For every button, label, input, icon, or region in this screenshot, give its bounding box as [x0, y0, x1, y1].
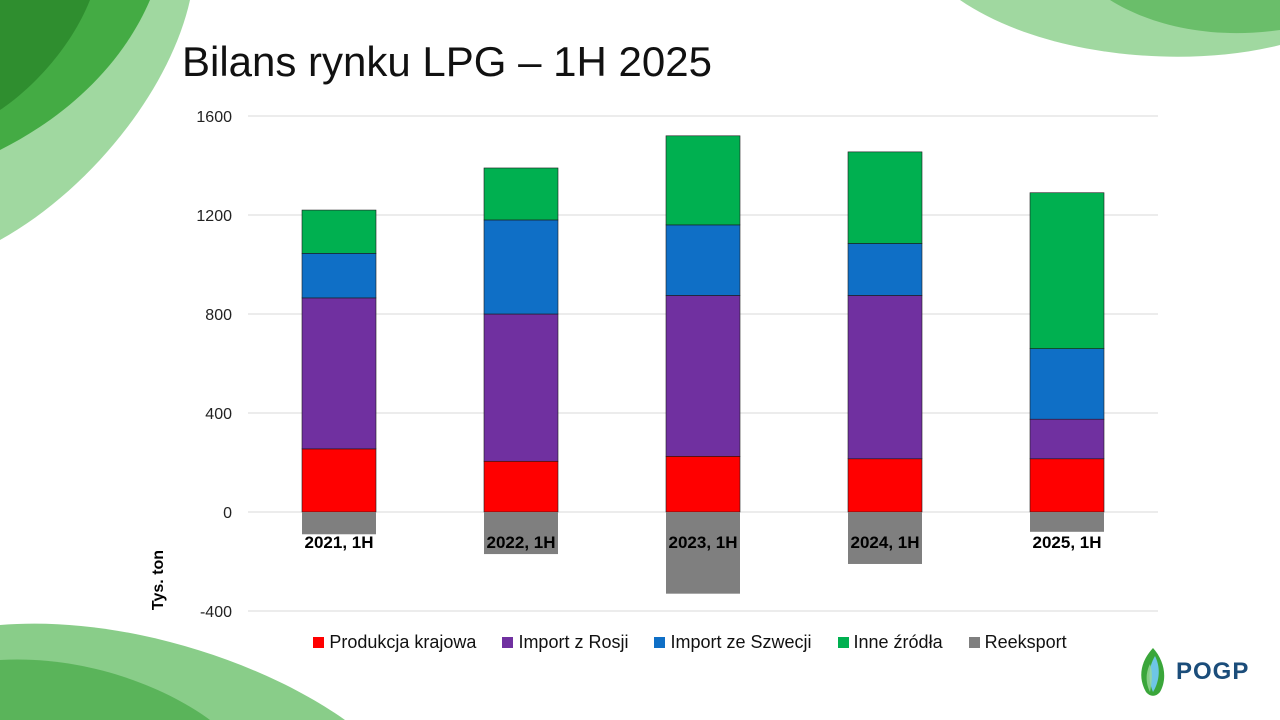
bar-segment [1029, 192, 1105, 349]
bar-segment [301, 253, 377, 299]
y-axis-ticks: -400 0 400 800 1200 1600 [196, 109, 232, 621]
legend-label: Reeksport [984, 632, 1067, 652]
slide-title: Bilans rynku LPG – 1H 2025 [182, 38, 712, 85]
bar-segment [665, 295, 741, 457]
legend-entry: Reeksport [968, 632, 1067, 653]
bar-segment [302, 512, 376, 535]
x-category-label: 2022, 1H [487, 533, 556, 552]
legend-entry: Produkcja krajowa [313, 632, 476, 653]
bar-segment [301, 448, 377, 513]
chart-bars [301, 135, 1105, 594]
chart-legend: Produkcja krajowa Import z Rosji Import ze… [0, 632, 1280, 653]
bar-segment [847, 458, 923, 513]
bar-segment [848, 512, 922, 564]
pogp-logo: POGP [1136, 646, 1249, 698]
legend-entry: Import ze Szwecji [654, 632, 812, 653]
bar-segment [847, 243, 923, 296]
bar-segment [665, 456, 741, 513]
bar-segment [484, 512, 558, 555]
legend-swatch [313, 637, 325, 648]
legend-swatch [502, 637, 514, 648]
bar-segment [483, 460, 559, 513]
bar-segment [301, 297, 377, 450]
legend-label: Import ze Szwecji [670, 632, 812, 652]
legend-entry: Import z Rosji [502, 632, 628, 653]
legend-swatch [837, 637, 849, 648]
legend-label: Inne źródła [853, 632, 943, 652]
legend-swatch [968, 637, 980, 648]
y-axis-label: Tys. ton [150, 550, 167, 610]
y-tick-label: 1600 [196, 109, 232, 126]
x-category-label: 2023, 1H [669, 533, 738, 552]
legend-entry: Inne źródła [837, 632, 943, 653]
x-category-label: 2025, 1H [1033, 533, 1102, 552]
bar-segment [847, 295, 923, 460]
bar-segment [483, 219, 559, 315]
bar-segment [301, 209, 377, 254]
bar-segment [665, 224, 741, 296]
legend-swatch [654, 637, 666, 648]
x-axis-labels: 2021, 1H 2022, 1H 2023, 1H 2024, 1H 2025, 1H [305, 533, 1102, 552]
bar-segment [665, 135, 741, 226]
bar-segment [483, 313, 559, 462]
y-tick-label: 800 [205, 307, 232, 324]
bar-segment [483, 167, 559, 221]
x-category-label: 2024, 1H [851, 533, 920, 552]
legend-label: Import z Rosji [518, 632, 629, 652]
legend-label: Produkcja krajowa [329, 632, 477, 652]
y-tick-label: 1200 [196, 208, 232, 225]
y-tick-label: -400 [200, 604, 232, 621]
bar-segment [1029, 418, 1105, 460]
y-tick-label: 0 [223, 505, 232, 522]
bar-segment [1029, 458, 1105, 513]
bottom-left-leaf [0, 623, 345, 720]
bar-segment [1030, 512, 1104, 532]
bar-segment [847, 151, 923, 244]
bar-segment [666, 512, 740, 594]
top-right-leaf [960, 0, 1280, 57]
bar-segment [1029, 348, 1105, 420]
top-left-leaf [0, 0, 190, 240]
flame-logo-icon [1141, 648, 1165, 696]
logo-text: POGP [1176, 658, 1250, 685]
x-category-label: 2021, 1H [305, 533, 374, 552]
y-tick-label: 400 [205, 406, 232, 423]
